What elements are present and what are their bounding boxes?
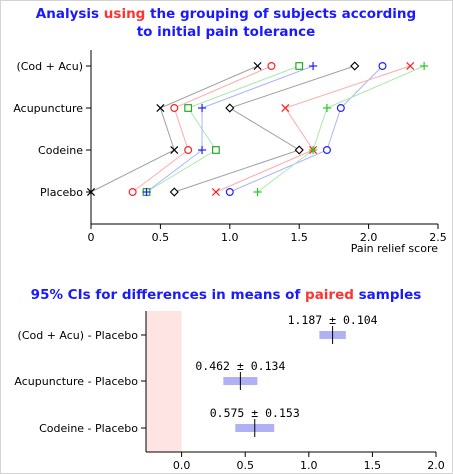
- top-title-part-1: Analysis: [36, 6, 104, 22]
- top-title-part-2: using: [104, 6, 146, 22]
- plus-marker: [308, 145, 318, 155]
- top-y-tick-label: Codeine: [38, 144, 83, 157]
- top-x-tick-label: 2.0: [360, 231, 378, 244]
- diamond-marker: [350, 61, 360, 71]
- x-marker: [253, 61, 262, 71]
- top-y-tick-label: (Cod + Acu): [16, 60, 83, 73]
- bottom-chart-title: 95% CIs for differences in means of pair…: [31, 287, 422, 303]
- top-chart-markers: [86, 61, 429, 197]
- bottom-x-tick-label: 0.0: [173, 459, 191, 472]
- top-x-tick-label: 1.0: [221, 231, 239, 244]
- diamond-marker: [294, 145, 304, 155]
- x-marker: [170, 145, 179, 155]
- x-marker-stroke: [86, 187, 96, 197]
- x-marker-stroke: [253, 61, 262, 71]
- top-y-tick-label: Placebo: [40, 186, 83, 199]
- plus-marker: [308, 61, 318, 71]
- square-marker: [212, 146, 220, 154]
- top-chart-series-lines: [90, 65, 425, 193]
- plus-marker: [197, 145, 207, 155]
- plus-marker: [322, 103, 332, 113]
- top-chart-title: Analysis using the grouping of subjects …: [36, 6, 416, 22]
- circle-marker: [267, 61, 276, 70]
- x-marker: [211, 187, 220, 197]
- top-chart: Analysis using the grouping of subjects …: [13, 6, 446, 255]
- top-x-tick-label: 2.5: [429, 231, 447, 244]
- bottom-title-part-1: 95% CIs for differences in means of: [31, 287, 305, 303]
- plus-marker: [253, 187, 262, 197]
- bottom-title-part-3: samples: [354, 287, 421, 303]
- top-title-part-3: the grouping of subjects according: [145, 6, 416, 22]
- x-marker: [281, 103, 290, 113]
- bottom-x-tick-label: 1.0: [300, 459, 318, 472]
- series-line: [132, 65, 272, 193]
- circle-marker: [322, 146, 331, 155]
- bottom-chart-negative-region: [146, 311, 182, 452]
- bottom-chart-axes: 0.0 0.5 1.0 1.5 2.0: [145, 311, 445, 472]
- x-marker-stroke: [211, 187, 220, 197]
- series-line: [90, 65, 258, 193]
- x-marker-stroke: [170, 145, 179, 155]
- circle-marker: [225, 188, 234, 197]
- plus-marker: [142, 187, 151, 197]
- top-chart-axes: (Cod + Acu) Acupuncture Codeine Placebo 0 0.5…: [13, 50, 447, 244]
- top-x-tick-label: 0: [88, 231, 95, 244]
- plus-marker: [420, 61, 429, 71]
- x-marker-stroke: [281, 103, 290, 113]
- top-x-tick-label: 1.5: [290, 231, 308, 244]
- top-chart-xlabel: Pain relief score: [351, 242, 438, 255]
- negative-region: [146, 311, 182, 452]
- bottom-chart-intervals: (Cod + Acu) - Placebo 1.187 ± 0.104 Acupun…: [14, 313, 378, 437]
- bottom-y-tick-label: (Cod + Acu) - Placebo: [18, 329, 139, 342]
- bottom-y-tick-label: Acupuncture - Placebo: [14, 375, 138, 388]
- bottom-title-part-2: paired: [305, 287, 354, 303]
- circle-marker: [184, 146, 193, 155]
- plus-marker: [197, 103, 207, 113]
- x-marker-stroke: [156, 103, 165, 113]
- series-line: [229, 65, 383, 193]
- top-x-tick-label: 0.5: [152, 231, 170, 244]
- top-chart-title-line2: to initial pain tolerance: [137, 24, 316, 40]
- ci-annotation: 0.462 ± 0.134: [195, 359, 285, 373]
- square-marker: [184, 104, 193, 112]
- bottom-x-tick-label: 2.0: [427, 459, 445, 472]
- circle-marker: [336, 103, 345, 112]
- bottom-chart: 95% CIs for differences in means of pair…: [14, 287, 444, 472]
- bottom-x-tick-label: 1.5: [364, 459, 382, 472]
- diamond-marker: [169, 187, 179, 197]
- x-marker: [406, 61, 415, 71]
- series-line: [257, 65, 425, 193]
- series-line: [215, 65, 411, 193]
- series-line: [146, 65, 314, 193]
- circle-marker: [378, 61, 387, 70]
- top-y-tick-label: Acupuncture: [13, 102, 83, 115]
- circle-marker: [128, 188, 137, 197]
- x-marker-stroke: [406, 61, 415, 71]
- x-marker: [156, 103, 165, 113]
- x-marker: [86, 187, 96, 197]
- ci-annotation: 0.575 ± 0.153: [210, 406, 300, 420]
- bottom-y-tick-label: Codeine - Placebo: [39, 422, 138, 435]
- bottom-x-tick-label: 0.5: [236, 459, 254, 472]
- circle-marker: [170, 103, 179, 112]
- series-line: [146, 65, 300, 193]
- ci-annotation: 1.187 ± 0.104: [288, 313, 378, 327]
- square-marker: [295, 62, 304, 70]
- series-line: [174, 65, 355, 193]
- diamond-marker: [225, 103, 235, 113]
